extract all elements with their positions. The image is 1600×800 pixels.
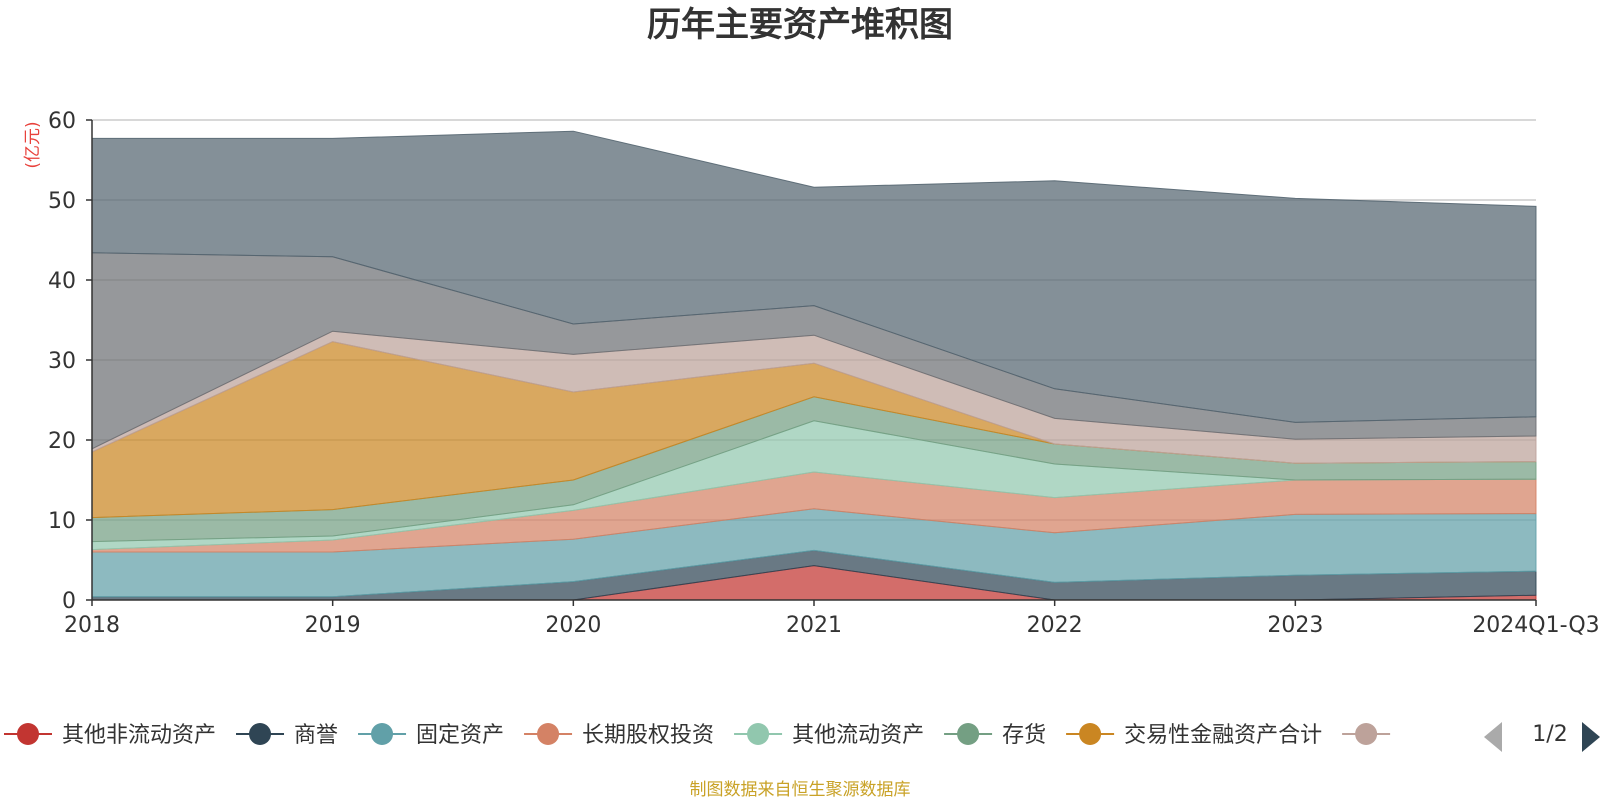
legend-circle-icon (249, 723, 272, 745)
legend-item-2[interactable]: 商誉 (236, 723, 338, 748)
y-tick-label: 40 (48, 269, 76, 294)
triangle-left-icon[interactable] (1484, 722, 1502, 752)
x-tick-label: 2024Q1-Q3 (1472, 613, 1599, 638)
y-tick-label: 50 (48, 189, 76, 214)
x-tick-label: 2021 (786, 613, 842, 638)
legend-item-4[interactable]: 长期股权投资 (524, 723, 714, 748)
area-series-10[interactable] (91, 130, 1537, 423)
legend-label: 其他流动资产 (792, 723, 924, 748)
legend-label: 存货 (1002, 723, 1046, 748)
area-series-group (91, 130, 1537, 601)
legend-label: 交易性金融资产合计 (1124, 723, 1322, 748)
legend-item-5[interactable]: 其他流动资产 (734, 723, 924, 748)
legend-item-6[interactable]: 存货 (944, 723, 1046, 748)
x-tick-label: 2020 (545, 613, 601, 638)
y-tick-label: 60 (48, 109, 76, 134)
x-tick-label: 2022 (1027, 613, 1083, 638)
legend-item-8[interactable] (1342, 723, 1391, 745)
x-tick-label: 2019 (305, 613, 361, 638)
triangle-right-icon[interactable] (1582, 722, 1600, 752)
legend-page-indicator: 1/2 (1532, 722, 1567, 747)
legend-item-1[interactable]: 其他非流动资产 (4, 723, 216, 748)
y-axis-unit-label: (亿元) (23, 121, 43, 168)
legend-label: 其他非流动资产 (62, 723, 216, 748)
legend-circle-icon (371, 723, 394, 745)
chart-title: 历年主要资产堆积图 (647, 5, 953, 45)
x-tick-label: 2018 (64, 613, 120, 638)
legend-circle-icon (17, 723, 39, 745)
y-tick-label: 20 (48, 429, 76, 454)
legend: 其他非流动资产 商誉 固定资产 长期股权投资 其他流动资产 存货 交易性金融资产合计 (4, 723, 1391, 748)
y-tick-label: 0 (62, 589, 76, 614)
y-tick-label: 10 (48, 509, 76, 534)
y-tick-label: 30 (48, 349, 76, 374)
data-source-footer: 制图数据来自恒生聚源数据库 (690, 780, 911, 800)
legend-circle-icon (537, 723, 560, 745)
legend-item-3[interactable]: 固定资产 (358, 723, 504, 748)
legend-circle-icon (747, 723, 770, 745)
legend-label: 商誉 (294, 723, 338, 748)
legend-label: 固定资产 (416, 723, 504, 748)
legend-circle-icon (1079, 723, 1102, 745)
x-tick-label: 2023 (1267, 613, 1323, 638)
legend-circle-icon (957, 723, 980, 745)
legend-circle-icon (1355, 723, 1378, 745)
legend-item-7[interactable]: 交易性金融资产合计 (1066, 723, 1322, 748)
legend-label: 长期股权投资 (582, 723, 714, 748)
axes: 0 10 20 30 40 50 60 2018 2019 2020 2021 2022 2023 202… (48, 109, 1600, 638)
